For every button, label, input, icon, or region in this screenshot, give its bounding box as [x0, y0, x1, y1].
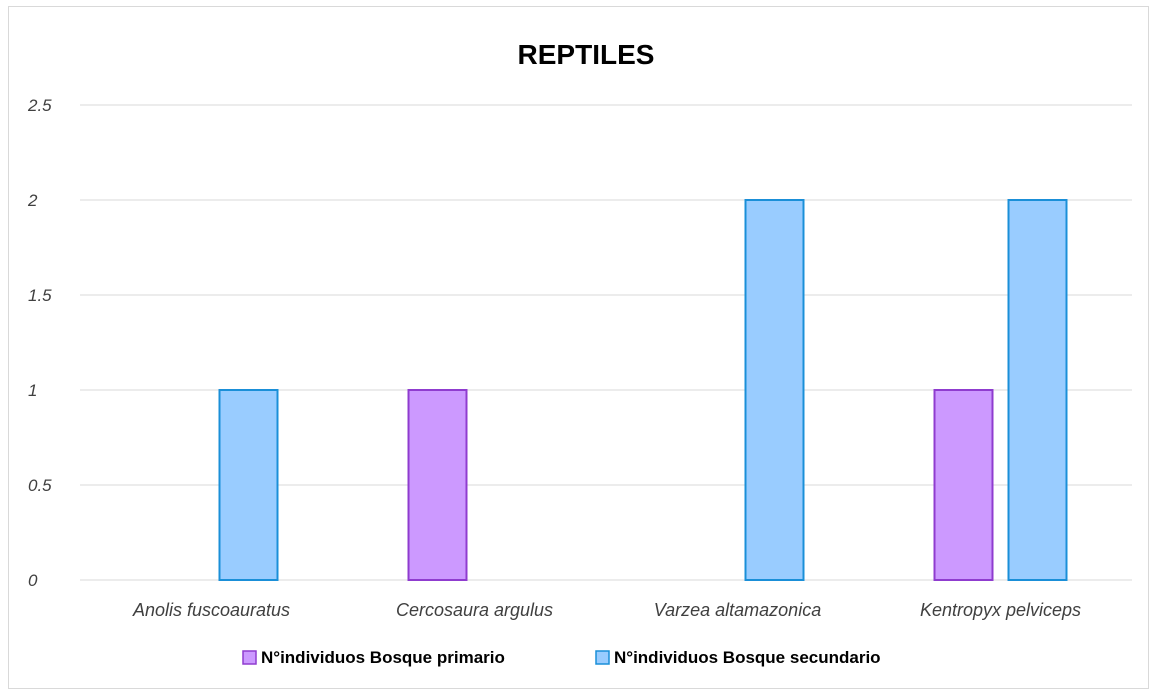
bar-secundario [744, 199, 805, 581]
y-tick-label: 2 [27, 191, 38, 210]
legend-label: N°individuos Bosque primario [261, 648, 505, 667]
legend-label: N°individuos Bosque secundario [614, 648, 881, 667]
x-tick-label: Cercosaura argulus [396, 600, 553, 620]
x-tick-label: Kentropyx pelviceps [920, 600, 1081, 620]
x-tick-label: Varzea altamazonica [654, 600, 821, 620]
y-tick-label: 0 [28, 571, 38, 590]
bar-secundario [1007, 199, 1068, 581]
y-tick-label: 1.5 [28, 286, 52, 305]
y-tick-label: 1 [28, 381, 37, 400]
bar-primario [933, 389, 994, 581]
y-axis-ticks: 0 0.5 1 1.5 2 2.5 [27, 96, 52, 590]
bar-secundario [218, 389, 279, 581]
legend-swatch [242, 650, 257, 665]
x-tick-label: Anolis fuscoauratus [132, 600, 290, 620]
x-axis-ticks: Anolis fuscoauratus Cercosaura argulus Var… [132, 600, 1081, 620]
legend-swatch [595, 650, 610, 665]
bars [218, 199, 1068, 581]
y-tick-label: 0.5 [28, 476, 52, 495]
y-tick-label: 2.5 [27, 96, 52, 115]
legend: N°individuos Bosque primario N°individuos… [242, 648, 881, 667]
chart-title: REPTILES [518, 39, 655, 70]
bar-primario [407, 389, 468, 581]
